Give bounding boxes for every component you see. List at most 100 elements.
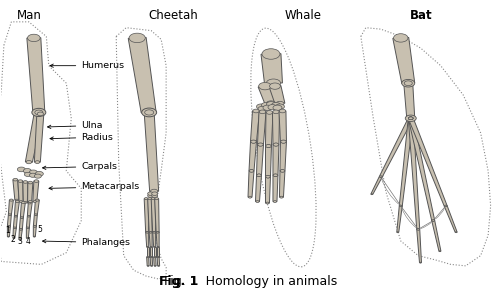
Polygon shape <box>128 37 156 113</box>
Circle shape <box>266 145 271 148</box>
Polygon shape <box>407 118 446 206</box>
Circle shape <box>27 237 28 239</box>
Circle shape <box>281 140 285 143</box>
Circle shape <box>20 229 22 230</box>
Circle shape <box>273 143 278 146</box>
Circle shape <box>157 257 159 258</box>
Circle shape <box>416 229 419 230</box>
Polygon shape <box>257 112 266 145</box>
Circle shape <box>150 257 152 258</box>
Polygon shape <box>33 181 39 201</box>
Circle shape <box>20 201 23 202</box>
Polygon shape <box>379 118 412 177</box>
Polygon shape <box>150 247 152 257</box>
Circle shape <box>25 172 31 176</box>
Polygon shape <box>152 232 155 247</box>
Circle shape <box>280 170 284 172</box>
Circle shape <box>271 102 280 108</box>
Circle shape <box>153 246 155 247</box>
Polygon shape <box>23 182 28 202</box>
Circle shape <box>153 246 155 248</box>
Circle shape <box>15 215 17 217</box>
Circle shape <box>253 109 259 113</box>
Circle shape <box>28 34 40 42</box>
Polygon shape <box>153 257 156 266</box>
Circle shape <box>35 214 37 215</box>
Circle shape <box>150 246 152 247</box>
Polygon shape <box>256 145 263 175</box>
Circle shape <box>258 82 271 90</box>
Circle shape <box>27 227 29 229</box>
Polygon shape <box>150 257 152 266</box>
Circle shape <box>24 168 31 173</box>
Circle shape <box>29 170 37 175</box>
Circle shape <box>263 105 272 110</box>
Circle shape <box>262 49 280 59</box>
Polygon shape <box>273 145 279 175</box>
Polygon shape <box>248 142 256 171</box>
Circle shape <box>27 227 29 229</box>
Circle shape <box>370 194 372 195</box>
Circle shape <box>279 109 285 113</box>
Circle shape <box>404 115 415 122</box>
Circle shape <box>408 117 412 119</box>
Circle shape <box>258 143 263 146</box>
Text: 3: 3 <box>18 237 22 246</box>
Circle shape <box>269 83 280 89</box>
Circle shape <box>141 108 156 117</box>
Circle shape <box>146 232 148 233</box>
Circle shape <box>145 232 148 233</box>
Text: Fig. 1: Fig. 1 <box>159 275 198 288</box>
Polygon shape <box>33 226 36 237</box>
Circle shape <box>408 117 412 119</box>
Circle shape <box>147 246 148 247</box>
Circle shape <box>14 227 16 229</box>
Polygon shape <box>19 229 23 240</box>
Polygon shape <box>146 247 148 257</box>
Circle shape <box>379 176 381 177</box>
Polygon shape <box>398 118 412 206</box>
Circle shape <box>249 170 253 172</box>
Circle shape <box>147 192 153 195</box>
Circle shape <box>36 199 39 201</box>
Polygon shape <box>370 176 381 194</box>
Circle shape <box>379 176 381 178</box>
Circle shape <box>156 232 158 233</box>
Circle shape <box>150 189 157 194</box>
Circle shape <box>151 198 155 200</box>
Circle shape <box>8 236 9 237</box>
Circle shape <box>399 205 401 206</box>
Text: Radius: Radius <box>50 133 113 142</box>
Circle shape <box>13 178 18 181</box>
Text: 2: 2 <box>11 235 15 244</box>
Circle shape <box>157 246 159 247</box>
Circle shape <box>148 198 151 200</box>
Circle shape <box>416 229 419 230</box>
Circle shape <box>258 106 267 112</box>
Circle shape <box>249 170 253 172</box>
Circle shape <box>266 101 275 107</box>
Polygon shape <box>273 175 278 201</box>
Polygon shape <box>8 215 12 227</box>
Polygon shape <box>407 118 434 221</box>
Circle shape <box>276 101 284 106</box>
Polygon shape <box>265 146 271 177</box>
Circle shape <box>250 140 256 143</box>
Polygon shape <box>33 215 37 227</box>
Circle shape <box>28 181 33 184</box>
Text: Whale: Whale <box>285 9 321 22</box>
Circle shape <box>23 181 28 183</box>
Circle shape <box>153 257 155 258</box>
Circle shape <box>8 226 10 227</box>
Text: 4: 4 <box>26 237 30 246</box>
Circle shape <box>431 220 434 221</box>
Circle shape <box>152 232 155 233</box>
Circle shape <box>35 110 43 115</box>
Circle shape <box>256 104 265 109</box>
Polygon shape <box>26 112 43 162</box>
Text: Bat: Bat <box>409 9 431 22</box>
Polygon shape <box>250 111 259 142</box>
Circle shape <box>408 117 412 119</box>
Circle shape <box>34 226 36 227</box>
Circle shape <box>144 110 153 115</box>
